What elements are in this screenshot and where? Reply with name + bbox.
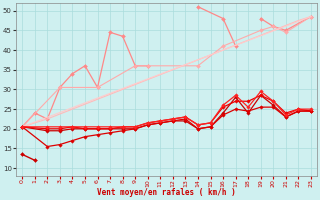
X-axis label: Vent moyen/en rafales ( km/h ): Vent moyen/en rafales ( km/h ) bbox=[97, 188, 236, 197]
